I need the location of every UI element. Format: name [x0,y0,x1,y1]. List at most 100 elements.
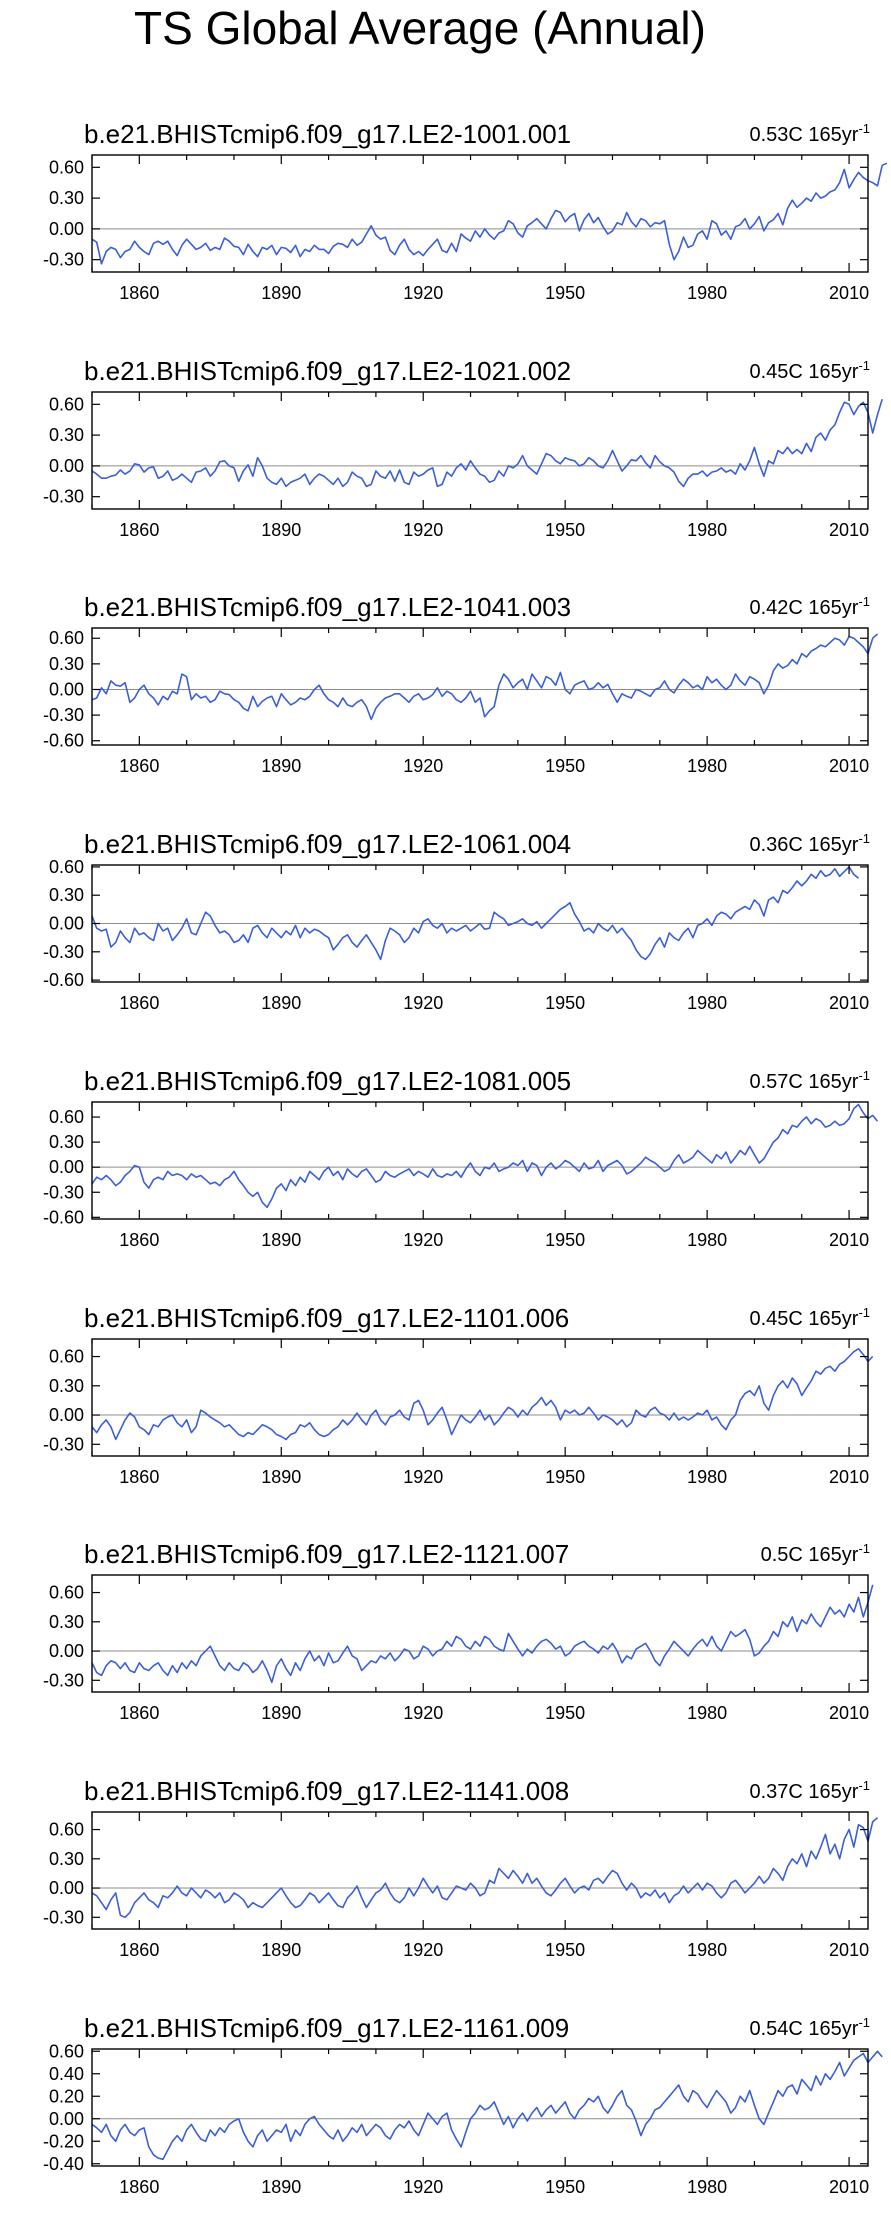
x-tick-label: 1920 [403,1703,443,1723]
y-tick-label: -0.30 [43,1907,84,1927]
x-tick-label: 1980 [687,1703,727,1723]
x-tick-label: 1890 [261,1703,301,1723]
panel-trend-label: 0.57C 165yr-1 [749,1068,870,1093]
x-tick-label: 1950 [545,1703,585,1723]
y-tick-label: 0.30 [49,1849,84,1869]
panel-run-title: b.e21.BHISTcmip6.f09_g17.LE2-1141.008 [84,1776,569,1806]
y-tick-label: -0.30 [43,705,84,725]
x-tick-label: 1920 [403,520,443,540]
y-tick-label: -0.60 [43,1207,84,1227]
y-tick-label: 0.20 [49,2086,84,2106]
x-tick-label: 1920 [403,1940,443,1960]
y-tick-label: 0.60 [49,857,84,877]
trend-value: 0.37C 165yr [749,1781,858,1803]
x-tick-label: 1890 [261,993,301,1013]
y-tick-label: -0.30 [43,487,84,507]
panel-run-title: b.e21.BHISTcmip6.f09_g17.LE2-1001.001 [84,119,571,149]
trend-value: 0.54C 165yr [749,2018,858,2040]
y-tick-label: -0.60 [43,731,84,751]
panel: b.e21.BHISTcmip6.f09_g17.LE2-1021.002 0.4… [43,356,883,540]
y-tick-label: 0.60 [49,394,84,414]
y-tick-label: 0.30 [49,1612,84,1632]
panel-run-title: b.e21.BHISTcmip6.f09_g17.LE2-1101.006 [84,1303,569,1333]
panel-trend-label: 0.42C 165yr-1 [749,594,870,619]
y-tick-label: 0.00 [49,219,84,239]
trend-exponent: -1 [858,831,870,846]
panel: b.e21.BHISTcmip6.f09_g17.LE2-1101.006 0.4… [43,1303,874,1487]
trend-exponent: -1 [858,1778,870,1793]
x-tick-label: 1920 [403,993,443,1013]
x-tick-label: 1980 [687,1230,727,1250]
x-tick-label: 2010 [829,283,869,303]
panel-trend-label: 0.53C 165yr-1 [749,121,870,146]
y-tick-label: 0.00 [49,2109,84,2129]
plot-frame [91,2048,869,2167]
x-tick-label: 1860 [119,1230,159,1250]
x-tick-label: 2010 [829,1230,869,1250]
y-tick-label: 0.00 [49,456,84,476]
x-tick-label: 1860 [119,2177,159,2197]
y-tick-label: 0.30 [49,188,84,208]
x-tick-label: 1950 [545,1940,585,1960]
panel: b.e21.BHISTcmip6.f09_g17.LE2-1141.008 0.3… [43,1776,879,1960]
trend-value: 0.36C 165yr [749,834,858,856]
panels-container: b.e21.BHISTcmip6.f09_g17.LE2-1001.001 0.5… [43,119,888,2197]
trend-value: 0.53C 165yr [749,124,858,146]
y-tick-label: 0.00 [49,679,84,699]
x-tick-label: 1920 [403,1467,443,1487]
y-tick-label: 0.60 [49,1820,84,1840]
x-tick-label: 1980 [687,756,727,776]
trend-value: 0.5C 165yr [761,1544,859,1566]
y-tick-label: 0.60 [49,1107,84,1127]
y-tick-label: -0.30 [43,942,84,962]
y-tick-label: -0.30 [43,1434,84,1454]
plot-frame [91,1101,869,1220]
panel: b.e21.BHISTcmip6.f09_g17.LE2-1041.003 0.4… [43,592,879,776]
x-tick-label: 1890 [261,2177,301,2197]
x-tick-label: 1980 [687,1467,727,1487]
x-tick-label: 1980 [687,283,727,303]
x-tick-label: 1980 [687,993,727,1013]
x-tick-label: 1920 [403,1230,443,1250]
y-tick-label: 0.40 [49,2064,84,2084]
y-tick-label: 0.60 [49,2041,84,2061]
y-tick-label: -0.30 [43,1182,84,1202]
trend-exponent: -1 [858,2015,870,2030]
x-tick-label: 1950 [545,1467,585,1487]
x-tick-label: 1890 [261,1230,301,1250]
x-tick-label: 1950 [545,283,585,303]
panel-trend-label: 0.37C 165yr-1 [749,1778,870,1803]
y-tick-label: 0.30 [49,1376,84,1396]
x-tick-label: 1890 [261,283,301,303]
trend-value: 0.57C 165yr [749,1071,858,1093]
panel-run-title: b.e21.BHISTcmip6.f09_g17.LE2-1041.003 [84,592,571,622]
plot-frame [91,1338,869,1457]
x-tick-label: 1950 [545,993,585,1013]
x-tick-label: 1890 [261,756,301,776]
x-tick-label: 1860 [119,1467,159,1487]
trend-exponent: -1 [858,1068,870,1083]
y-tick-label: 0.30 [49,1132,84,1152]
x-tick-label: 1860 [119,520,159,540]
y-tick-label: 0.60 [49,628,84,648]
plot-frame [91,391,869,510]
y-tick-label: 0.60 [49,157,84,177]
x-tick-label: 1950 [545,1230,585,1250]
x-tick-label: 1890 [261,1467,301,1487]
y-tick-label: 0.00 [49,1878,84,1898]
y-tick-label: 0.00 [49,914,84,934]
x-tick-label: 1890 [261,520,301,540]
trend-exponent: -1 [858,358,870,373]
x-tick-label: 1860 [119,1940,159,1960]
panel: b.e21.BHISTcmip6.f09_g17.LE2-1161.009 0.5… [43,2013,883,2197]
series-line [91,398,883,488]
x-tick-label: 2010 [829,2177,869,2197]
panel-trend-label: 0.5C 165yr-1 [761,1541,870,1566]
trend-value: 0.45C 165yr [749,361,858,383]
x-tick-label: 2010 [829,1703,869,1723]
y-tick-label: -0.20 [43,2131,84,2151]
y-tick-label: 0.30 [49,425,84,445]
y-tick-label: -0.30 [43,1670,84,1690]
x-tick-label: 1920 [403,756,443,776]
x-tick-label: 1860 [119,1703,159,1723]
